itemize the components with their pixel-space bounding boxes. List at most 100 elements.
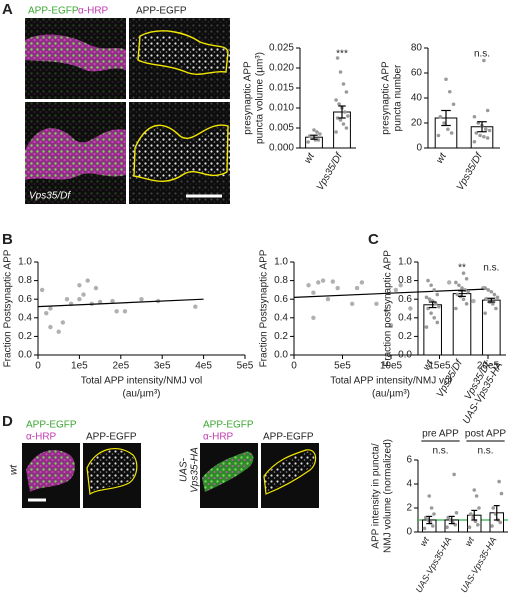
data-point — [485, 108, 490, 113]
micrograph: Vps35/Df — [25, 102, 126, 204]
data-point — [483, 311, 487, 315]
y-axis-label: NMJ volume (normalized) — [383, 439, 394, 553]
data-point — [454, 511, 459, 515]
y-tick-label: 0.2 — [274, 331, 288, 342]
significance-label: n.s. — [474, 49, 490, 60]
y-tick-label: 1.0 — [18, 257, 32, 268]
error-bar — [426, 515, 433, 525]
data-point — [486, 288, 491, 292]
data-point — [435, 320, 440, 325]
significance-label: n.s. — [432, 446, 448, 457]
data-point — [316, 280, 321, 285]
data-point — [56, 329, 61, 334]
y-tick-label: 2 — [406, 503, 412, 514]
data-point — [408, 306, 413, 311]
panel-label: B — [2, 231, 13, 248]
genotype-label: UAS- — [179, 457, 190, 482]
data-point — [344, 90, 349, 94]
significance-label: *** — [336, 49, 348, 60]
data-point — [454, 280, 458, 285]
x-axis-label: Total APP intensity/NMJ vol — [330, 376, 452, 387]
data-point — [64, 297, 70, 302]
data-point — [474, 494, 479, 498]
y-axis-label: Fraction postsynaptic APP — [383, 250, 394, 367]
data-point — [85, 278, 90, 283]
data-point — [437, 304, 441, 309]
data-point — [359, 280, 365, 285]
y-tick-label: 0.015 — [269, 83, 294, 94]
data-point — [343, 110, 347, 114]
data-point — [495, 295, 500, 300]
channel-label: APP-EGFP — [263, 432, 314, 443]
data-point — [429, 311, 433, 315]
data-point — [436, 133, 441, 138]
data-point — [455, 292, 460, 297]
data-point — [477, 506, 481, 510]
micrograph — [129, 102, 230, 204]
data-point — [48, 306, 53, 311]
data-point — [460, 286, 464, 290]
data-point — [311, 290, 316, 295]
y-axis-label: puncta number — [393, 64, 404, 131]
error-bar — [441, 109, 451, 127]
data-point — [424, 325, 429, 329]
error-bar — [428, 301, 437, 309]
data-point — [489, 289, 494, 294]
y-tick-label: 6 — [406, 455, 412, 466]
data-point — [491, 302, 495, 306]
channel-label: APP-EGFP — [203, 420, 254, 431]
error-bar — [448, 515, 455, 525]
error-bar — [487, 297, 496, 303]
y-tick-label: 4 — [406, 479, 412, 490]
data-point — [482, 58, 486, 63]
y-tick-label: 60 — [411, 68, 423, 79]
y-tick-label: 0.2 — [398, 331, 412, 342]
data-point — [487, 128, 492, 133]
x-tick-label: 3e5 — [154, 361, 171, 372]
genotype-label: Vps35-HA — [190, 447, 201, 493]
data-point — [433, 302, 438, 306]
y-tick-label: 0.6 — [18, 294, 32, 305]
data-point — [468, 512, 473, 516]
y-tick-label: 0 — [406, 527, 412, 538]
y-tick-label: 0.0 — [398, 350, 412, 361]
data-point — [350, 301, 355, 307]
channel-label: APP-EGFP — [136, 6, 187, 17]
data-point — [461, 297, 466, 302]
data-point — [398, 283, 403, 288]
data-point — [446, 127, 450, 132]
data-point — [338, 70, 343, 74]
data-point — [334, 98, 338, 102]
x-axis-label: Total APP intensity/NMJ vol — [81, 376, 203, 387]
data-point — [472, 488, 477, 492]
error-bar — [477, 121, 487, 133]
data-point — [466, 289, 470, 294]
data-point — [315, 130, 319, 134]
genotype-label: Vps35/Df — [29, 191, 71, 202]
data-point — [497, 479, 501, 484]
data-point — [435, 292, 440, 297]
channel-label: α-HRP — [26, 432, 57, 443]
data-point — [341, 122, 346, 126]
data-point — [334, 130, 338, 134]
y-tick-label: 0.010 — [269, 103, 294, 114]
data-point — [139, 297, 144, 302]
fit-line — [293, 288, 489, 298]
data-point — [429, 283, 433, 288]
channel-label: α-HRP — [78, 6, 109, 17]
x-tick-label: 4e5 — [195, 361, 212, 372]
channel-label: α-HRP — [203, 432, 234, 443]
data-point — [483, 286, 487, 290]
y-axis-label: Fraction Postsynaptic APP — [3, 249, 14, 367]
data-point — [472, 139, 477, 144]
y-tick-label: 0.005 — [269, 123, 294, 134]
data-point — [447, 89, 452, 94]
data-point — [338, 118, 343, 122]
x-tick-label: 0 — [291, 361, 297, 372]
data-point — [432, 316, 437, 320]
y-tick-label: 0 — [416, 143, 422, 154]
data-point — [114, 309, 119, 314]
data-point — [93, 285, 99, 291]
data-point — [427, 297, 432, 302]
